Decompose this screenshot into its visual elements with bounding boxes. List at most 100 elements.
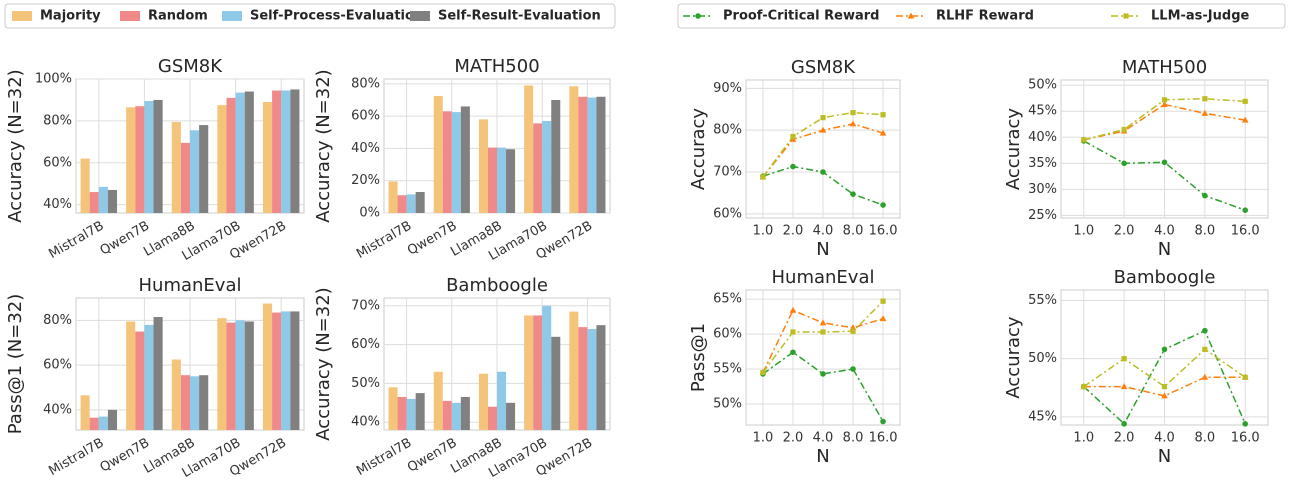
y-tick-label: 0%	[359, 206, 380, 221]
y-tick-label: 80%	[351, 76, 380, 91]
x-tick-label: 8.0	[1195, 224, 1216, 239]
y-tick-label: 40%	[351, 141, 380, 156]
y-tick-label: 60%	[351, 337, 380, 352]
bar	[388, 181, 398, 213]
bar	[244, 321, 254, 430]
y-tick-label: 50%	[1028, 351, 1057, 366]
marker	[850, 110, 856, 116]
bar	[244, 91, 254, 213]
marker	[760, 174, 766, 180]
bar	[533, 315, 543, 430]
y-tick-label: 80%	[43, 313, 72, 328]
marker	[880, 418, 886, 425]
bar	[460, 397, 470, 430]
y-tick-label: 60%	[43, 155, 72, 170]
chart-title: HumanEval	[772, 267, 875, 288]
series-line	[1083, 348, 1246, 388]
bar	[262, 303, 273, 430]
y-tick-label: 50%	[351, 376, 380, 391]
y-axis-label: Accuracy (N=32)	[313, 69, 334, 222]
marker	[879, 129, 887, 136]
y-tick-label: 40%	[43, 402, 72, 417]
marker	[790, 163, 796, 170]
x-tick-label: 16.0	[1231, 431, 1260, 446]
bar	[442, 111, 452, 213]
x-axis-label: N	[816, 446, 829, 467]
y-tick-label: 100%	[35, 72, 72, 87]
bar	[235, 92, 245, 213]
bar	[262, 102, 273, 213]
x-tick-label: 1.0	[1073, 431, 1094, 446]
marker	[1242, 421, 1249, 427]
x-tick-label: 4.0	[1154, 224, 1175, 239]
bar	[180, 142, 190, 213]
legend-label: Self-Result-Evaluation	[438, 9, 601, 24]
bar	[199, 125, 209, 213]
legend-swatch	[410, 11, 430, 21]
y-axis-label: Accuracy	[1003, 316, 1024, 399]
y-tick-label: 25%	[1028, 208, 1057, 223]
marker	[1202, 192, 1208, 199]
x-tick-label: 4.0	[813, 224, 834, 239]
marker	[1241, 116, 1249, 123]
bar	[190, 130, 200, 213]
marker	[880, 112, 886, 118]
bar	[497, 147, 507, 213]
marker	[820, 329, 826, 335]
marker	[1121, 160, 1127, 167]
marker	[1201, 373, 1209, 380]
bar	[524, 315, 534, 430]
y-tick-label: 65%	[713, 292, 742, 307]
x-tick-label: 16.0	[869, 224, 898, 239]
bar	[107, 189, 118, 213]
bar	[217, 105, 227, 213]
x-tick-label: 4.0	[813, 431, 834, 446]
x-tick-label: Mistral7B	[354, 219, 414, 262]
x-tick-label: 1.0	[753, 224, 774, 239]
bar	[98, 186, 108, 213]
bar	[451, 402, 461, 430]
marker	[907, 12, 915, 19]
y-tick-label: 40%	[43, 197, 72, 212]
bar	[199, 375, 209, 430]
bar	[126, 321, 136, 430]
legend-label: Self-Process-Evaluation	[250, 9, 423, 24]
bar	[406, 194, 416, 213]
bar	[388, 387, 398, 430]
y-tick-label: 55%	[1028, 293, 1057, 308]
bar	[226, 97, 236, 213]
bar	[281, 311, 291, 430]
marker	[790, 349, 796, 356]
chart-title: MATH500	[1122, 57, 1207, 78]
bar	[217, 318, 227, 430]
marker	[695, 13, 701, 19]
x-tick-label: 1.0	[1073, 224, 1094, 239]
x-axis-label: N	[816, 239, 829, 260]
y-tick-label: 90%	[713, 81, 742, 96]
marker	[1161, 392, 1168, 399]
bar	[290, 311, 300, 430]
y-tick-label: 45%	[1028, 104, 1057, 119]
bar	[578, 96, 588, 213]
bar	[290, 89, 300, 213]
legend-swatch	[120, 11, 140, 21]
bar	[587, 97, 597, 213]
marker	[850, 328, 856, 334]
marker	[820, 169, 826, 175]
chart-title: Bamboogle	[1114, 267, 1216, 288]
marker	[819, 126, 827, 133]
x-tick-label: 8.0	[843, 431, 864, 446]
bar	[542, 305, 552, 430]
legend-swatch	[12, 11, 32, 21]
marker	[1081, 383, 1087, 390]
bar	[524, 85, 534, 213]
marker	[880, 202, 886, 208]
marker	[1120, 383, 1128, 390]
bar	[406, 398, 416, 430]
bar	[497, 371, 507, 430]
y-tick-label: 60%	[713, 206, 742, 221]
bar	[235, 320, 245, 430]
bar	[272, 90, 282, 213]
bar	[144, 100, 154, 213]
